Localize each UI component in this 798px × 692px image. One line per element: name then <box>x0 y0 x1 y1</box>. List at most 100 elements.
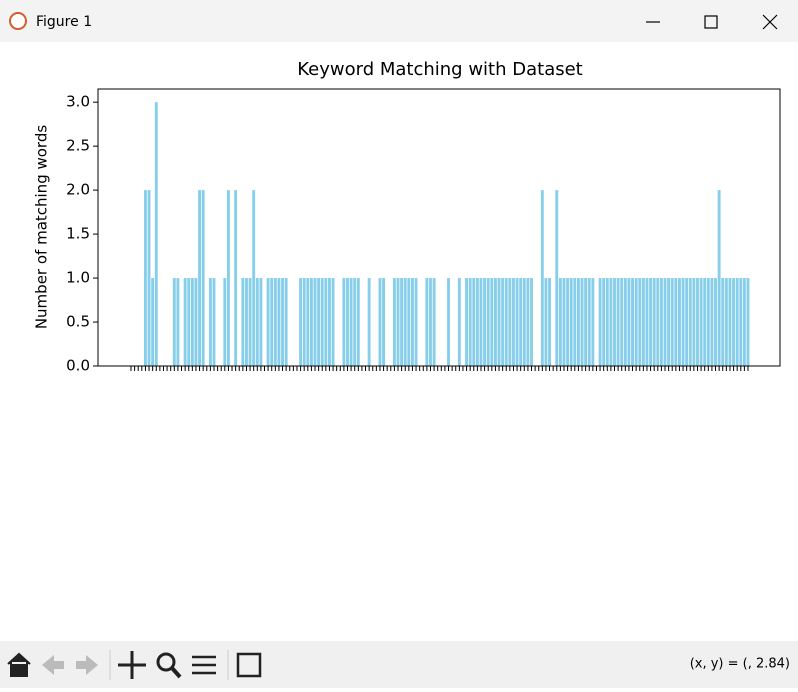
bar <box>714 278 717 366</box>
zoom-handle <box>170 666 182 679</box>
bar <box>277 278 281 366</box>
plot-frame <box>97 88 781 367</box>
bar <box>667 278 671 366</box>
y-axis-label: Number of matching words <box>33 125 51 330</box>
bar <box>566 278 570 366</box>
bar <box>400 278 404 366</box>
bar <box>696 278 699 366</box>
bar <box>346 278 349 366</box>
bar <box>382 278 386 366</box>
bar <box>367 278 371 366</box>
bar <box>154 102 158 366</box>
bar <box>486 278 490 366</box>
y-tick-label: 3.0 <box>66 93 90 111</box>
bar <box>183 278 187 366</box>
bar <box>306 278 310 366</box>
bar <box>544 278 548 366</box>
bar <box>703 278 707 366</box>
bar <box>555 190 559 366</box>
bar <box>241 278 245 366</box>
bar <box>652 278 656 366</box>
bar <box>616 278 620 366</box>
bar <box>681 278 685 366</box>
bar <box>252 190 256 366</box>
bar <box>706 278 710 366</box>
bar <box>281 278 284 366</box>
bar <box>468 278 472 366</box>
bar <box>562 278 566 366</box>
bar <box>724 278 728 366</box>
bar <box>580 278 584 366</box>
bar <box>721 278 725 366</box>
bar <box>573 278 577 366</box>
zoom-button[interactable] <box>156 652 176 672</box>
bar <box>699 278 703 366</box>
bar <box>309 278 313 366</box>
close-button[interactable] <box>762 14 778 30</box>
pan-button[interactable] <box>118 651 146 679</box>
bar <box>504 278 508 366</box>
bar <box>641 278 645 366</box>
bar <box>591 278 595 366</box>
bar <box>692 278 696 366</box>
bar <box>678 278 681 366</box>
bar <box>638 278 642 366</box>
bar <box>479 278 483 366</box>
bar <box>407 278 411 366</box>
bar <box>273 278 277 366</box>
bar <box>501 278 505 366</box>
bar <box>530 278 533 366</box>
bar <box>746 278 750 366</box>
bar <box>605 278 609 366</box>
bar <box>226 190 230 366</box>
bar <box>403 278 407 366</box>
bar <box>317 278 321 366</box>
bar <box>259 278 263 366</box>
bar <box>569 278 573 366</box>
y-tick-label: 0.0 <box>66 357 90 375</box>
configure-button[interactable] <box>192 655 216 675</box>
save-button[interactable] <box>236 652 262 678</box>
bar <box>587 278 591 366</box>
bar <box>717 190 721 366</box>
bar <box>331 278 335 366</box>
bar <box>356 278 360 366</box>
bar <box>739 278 743 366</box>
app-icon <box>9 12 27 30</box>
bar <box>248 278 252 366</box>
bar <box>649 278 653 366</box>
bar <box>645 278 649 366</box>
chart-title: Keyword Matching with Dataset <box>297 59 582 80</box>
bar <box>522 278 526 366</box>
bar <box>620 278 624 366</box>
y-tick-label: 0.5 <box>66 313 90 331</box>
bar <box>735 278 739 366</box>
y-tick-label: 1.5 <box>66 225 90 243</box>
bar <box>208 278 212 366</box>
bar <box>688 278 692 366</box>
bar <box>172 278 176 366</box>
bar <box>266 278 270 366</box>
bar <box>515 278 519 366</box>
bar <box>194 278 198 366</box>
home-button[interactable] <box>7 652 31 677</box>
bar <box>302 278 306 366</box>
bar <box>631 278 634 366</box>
bar <box>584 278 588 366</box>
bar <box>663 278 667 366</box>
back-button[interactable] <box>42 655 64 675</box>
forward-button[interactable] <box>76 655 98 675</box>
bar <box>299 278 303 366</box>
bar <box>378 278 382 366</box>
bar <box>558 278 562 366</box>
bar <box>143 190 147 366</box>
bar <box>201 190 205 366</box>
bar <box>223 278 227 366</box>
bar <box>176 278 180 366</box>
bar <box>151 278 155 366</box>
maximize-button[interactable] <box>704 15 718 29</box>
bar <box>465 278 469 366</box>
bar <box>198 190 201 366</box>
bar <box>497 278 501 366</box>
bar <box>353 278 357 366</box>
